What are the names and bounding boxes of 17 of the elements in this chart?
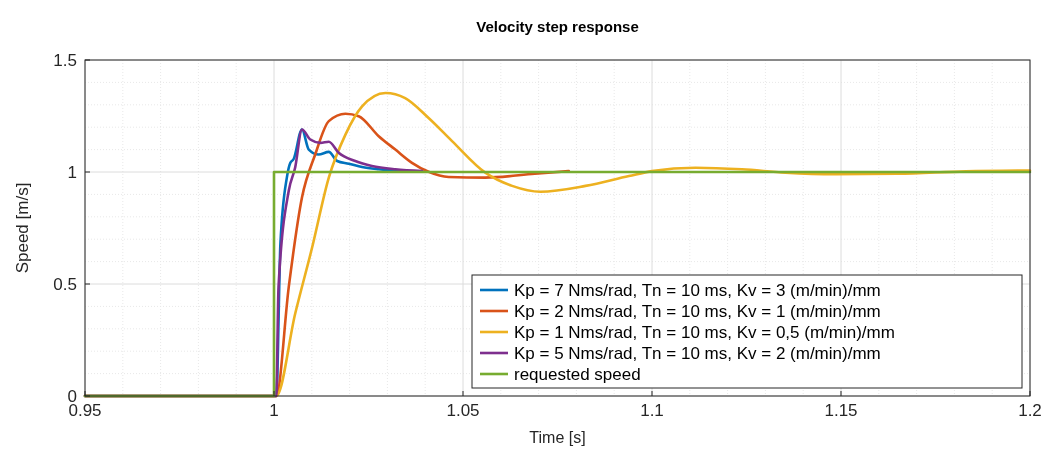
x-tick-label: 1.1: [640, 401, 664, 420]
legend-label: Kp = 5 Nms/rad, Tn = 10 ms, Kv = 2 (m/min)/mm: [514, 344, 881, 363]
legend-label: Kp = 1 Nms/rad, Tn = 10 ms, Kv = 0,5 (m/min)/mm: [514, 323, 895, 342]
x-axis-title: Time [s]: [529, 429, 586, 446]
legend-label: requested speed: [514, 365, 641, 384]
y-tick-label: 1.5: [53, 51, 77, 70]
chart-title: Velocity step response: [476, 18, 639, 35]
x-tick-label: 1.15: [824, 401, 858, 420]
y-axis-title: Speed [m/s]: [13, 182, 32, 274]
x-tick-label: 0.95: [68, 401, 102, 420]
x-tick-label: 1.2: [1018, 401, 1042, 420]
y-tick-label: 1: [67, 163, 77, 182]
x-tick-label: 1: [269, 401, 279, 420]
legend-label: Kp = 2 Nms/rad, Tn = 10 ms, Kv = 1 (m/min)/mm: [514, 302, 881, 321]
x-tick-label: 1.05: [446, 401, 480, 420]
legend-label: Kp = 7 Nms/rad, Tn = 10 ms, Kv = 3 (m/min)/mm: [514, 281, 881, 300]
y-tick-label: 0.5: [53, 275, 77, 294]
